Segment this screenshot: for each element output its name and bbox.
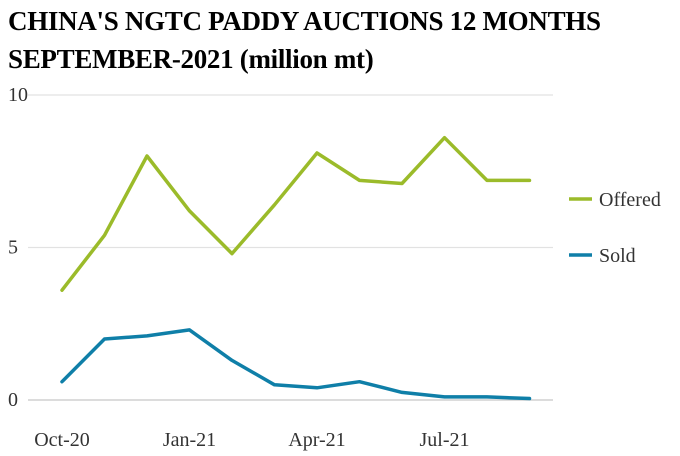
y-tick-label: 0 xyxy=(8,389,18,411)
x-tick-label: Jul-21 xyxy=(420,429,470,451)
y-tick-label: 5 xyxy=(8,237,18,259)
x-tick-label: Jan-21 xyxy=(163,429,216,451)
series-lines xyxy=(60,135,532,401)
legend-label-sold: Sold xyxy=(599,245,636,267)
series-line-sold xyxy=(60,328,532,401)
chart-title: CHINA'S NGTC PADDY AUCTIONS 12 MONTHS SE… xyxy=(8,2,676,78)
x-axis-ticks: Oct-20 Jan-21 Apr-21 Jul-21 xyxy=(34,429,469,451)
gridlines xyxy=(28,94,553,401)
x-tick-label: Apr-21 xyxy=(288,429,345,451)
chart-title-line-1: CHINA'S NGTC PADDY AUCTIONS 12 MONTHS xyxy=(8,6,601,36)
series-line-offered xyxy=(60,135,532,292)
legend-label-offered: Offered xyxy=(599,189,661,211)
legend: Offered Sold xyxy=(569,189,661,267)
chart-title-line-2: SEPTEMBER-2021 (million mt) xyxy=(8,44,374,74)
y-tick-label: 10 xyxy=(8,84,28,106)
y-axis-ticks: 0 5 10 xyxy=(8,84,28,411)
x-tick-label: Oct-20 xyxy=(34,429,90,451)
